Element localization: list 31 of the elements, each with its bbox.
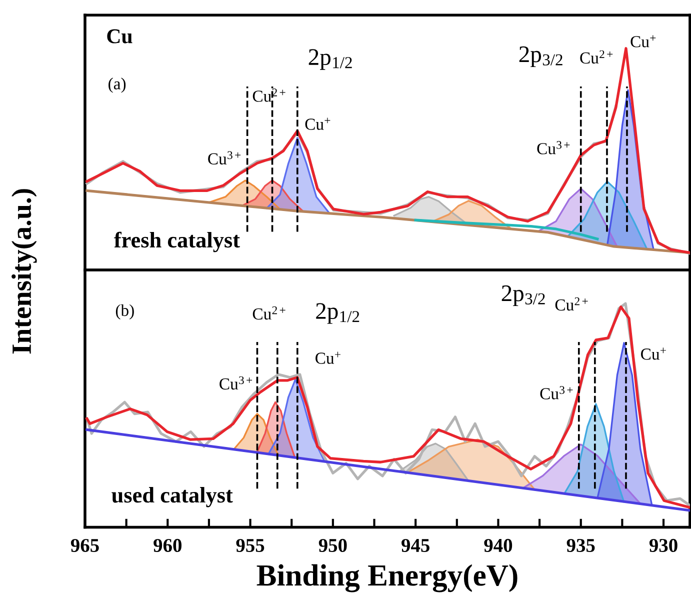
- annotation: Cu$^{2+}$: [580, 50, 613, 64]
- annotation: used catalyst: [112, 487, 233, 508]
- annotation: 2p$_{3/2}$: [519, 46, 562, 68]
- y-axis-title: Intensity(a.u.): [12, 189, 37, 354]
- annotation: Cu$^{+}$: [316, 352, 340, 364]
- annotation: Cu$^{3+}$: [537, 141, 570, 154]
- text: Cu$^{+}$: [630, 35, 656, 48]
- text: Cu: [107, 29, 132, 44]
- x-tick-label: 945: [402, 538, 430, 552]
- x-axis-title: Binding Energy(eV): [256, 564, 518, 592]
- annotation: (b): [116, 304, 134, 320]
- annotation: 2p$_{1/2}$: [308, 49, 352, 70]
- annotation: Cu$^{3+}$: [220, 376, 252, 390]
- x-tick-label: 940: [484, 538, 512, 552]
- x-tick-label: 950: [318, 538, 347, 552]
- annotation: 2p$_{3/2}$: [502, 285, 545, 306]
- annotation: Cu$^{+}$: [641, 348, 666, 360]
- annotation: 2p$_{1/2}$: [316, 303, 360, 324]
- x-tick-label: 965: [70, 538, 99, 552]
- x-tick-label: 960: [154, 538, 182, 552]
- annotation: Cu$^{2+}$: [555, 297, 588, 311]
- annotation: fresh catalyst: [114, 232, 240, 252]
- x-tick-label: 935: [566, 538, 595, 552]
- x-tick-label: 955: [236, 538, 264, 552]
- annotation: Cu$^{2+}$: [252, 88, 286, 102]
- annotation: Cu$^{2+}$: [252, 306, 286, 320]
- annotation: Cu$^{3+}$: [208, 151, 241, 164]
- annotation: Cu$^{+}$: [305, 118, 330, 130]
- x-tick-label: 930: [649, 538, 678, 552]
- annotation: Cu$^{3+}$: [540, 386, 573, 400]
- annotation: (a): [108, 78, 126, 93]
